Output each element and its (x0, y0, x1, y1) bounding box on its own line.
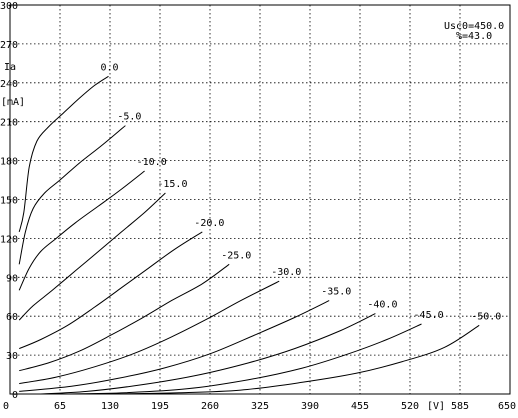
curve-series (19, 231, 203, 350)
y-tick-label: 90 (6, 273, 18, 284)
x-tick-label: 260 (201, 401, 219, 412)
x-tick-label: 0 (3, 401, 9, 412)
curve-label: -20.0 (194, 218, 224, 229)
y-tick-labels: 0 30 60 90 120 150 180 210 240 270 300 (0, 1, 18, 401)
y-tick-label: 240 (0, 79, 18, 90)
curve-label: -5.0 (117, 112, 141, 123)
y-tick-label: 0 (12, 390, 18, 401)
x-axis-unit: [V] (427, 401, 445, 412)
y-tick-label: 30 (6, 351, 18, 362)
plot-frame (9, 4, 511, 395)
curve-series (19, 263, 230, 372)
curves (18, 75, 480, 395)
x-tick-label: 130 (101, 401, 119, 412)
grid (10, 5, 510, 394)
x-unit-backdrop (425, 399, 447, 411)
curve-series (109, 324, 480, 395)
x-tick-label: 455 (351, 401, 369, 412)
x-tick-label: 390 (301, 401, 319, 412)
curve-series (18, 192, 166, 321)
y-axis-label-unit: [mA] (1, 97, 25, 108)
curve-series (18, 125, 126, 265)
curve-series (18, 75, 109, 233)
y-tick-label: 120 (0, 234, 18, 245)
curve-label: -25.0 (221, 250, 251, 261)
curve-label: -35.0 (321, 287, 351, 298)
curve-label: -40.0 (367, 300, 397, 311)
curve-label: -15.0 (157, 179, 187, 190)
x-tick-label: 520 (401, 401, 419, 412)
annotation-percent: %=43.0 (456, 31, 492, 42)
x-tick-label: 585 (451, 401, 469, 412)
curve-series (19, 300, 330, 392)
curve-series (18, 170, 145, 291)
curve-label: -45.0 (414, 310, 444, 321)
x-tick-label: 65 (54, 401, 66, 412)
annotation-usc0: Usc0=450.0 (444, 21, 504, 32)
curve-series (19, 280, 280, 385)
curve-labels: 0.0 -5.0 -10.0 -15.0 -20.0 -25.0 -30.0 -35.0 -40… (100, 62, 501, 322)
y-tick-label: 210 (0, 118, 18, 129)
curve-series (40, 313, 376, 395)
x-tick-labels: 0 65 130 195 260 325 390 455 520 585 650 (3, 401, 516, 412)
y-tick-label: 150 (0, 196, 18, 207)
curve-label: -50.0 (471, 311, 501, 322)
y-tick-label: 180 (0, 157, 18, 168)
y-tick-label: 60 (6, 312, 18, 323)
y-tick-label: 300 (0, 1, 18, 12)
curve-label: -10.0 (137, 157, 167, 168)
curve-label: 0.0 (100, 62, 118, 73)
x-tick-label: 325 (251, 401, 269, 412)
y-axis-label-ia: Ia (4, 62, 16, 73)
y-tick-label: 270 (0, 40, 18, 51)
curve-label: -30.0 (271, 267, 301, 278)
x-tick-label: 650 (498, 401, 516, 412)
curve-series (63, 323, 422, 395)
x-tick-label: 195 (151, 401, 169, 412)
